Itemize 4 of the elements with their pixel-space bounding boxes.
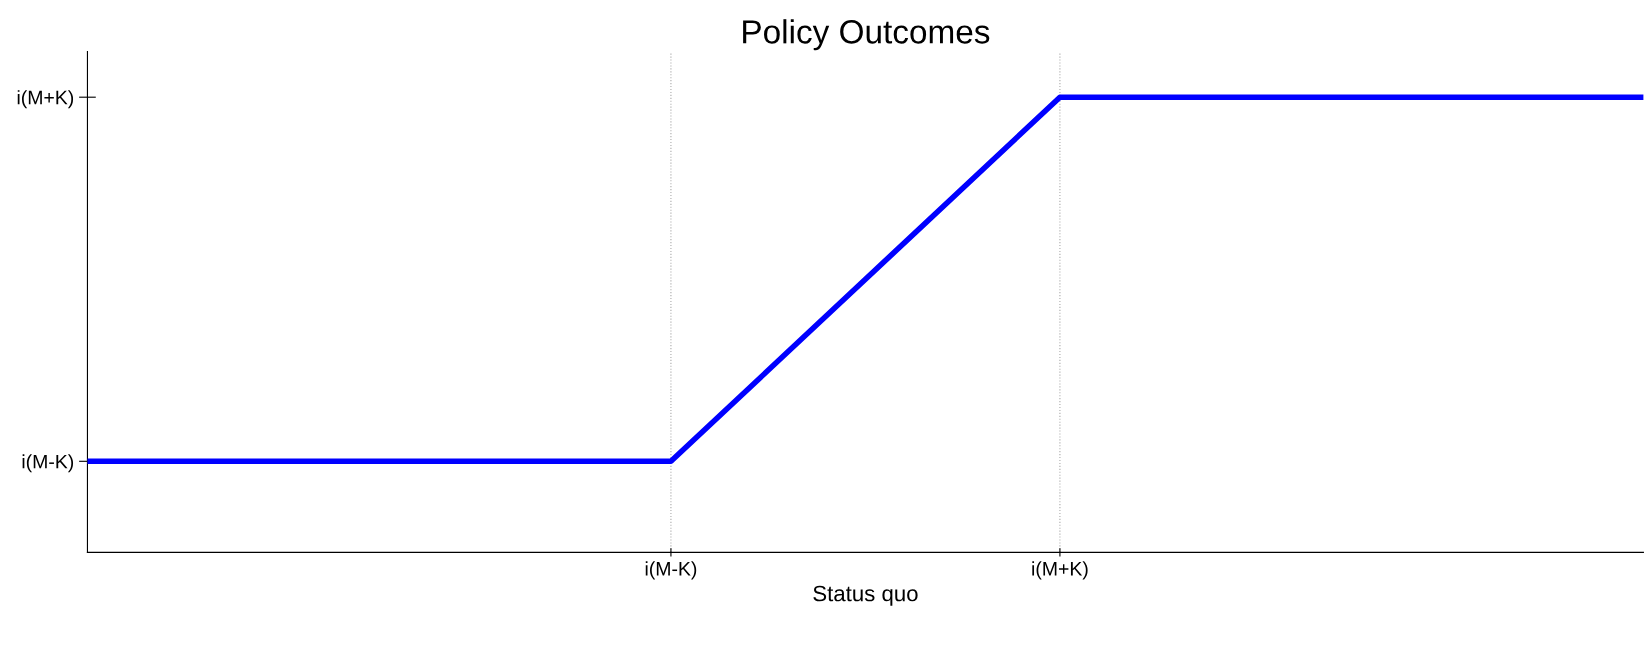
chart-title: Policy Outcomes	[743, 19, 990, 51]
ref-line-label: i(M-K)	[22, 454, 74, 473]
ref-line-label: i(M+K)	[17, 90, 74, 109]
x-axis-title: Status quo	[813, 585, 918, 606]
